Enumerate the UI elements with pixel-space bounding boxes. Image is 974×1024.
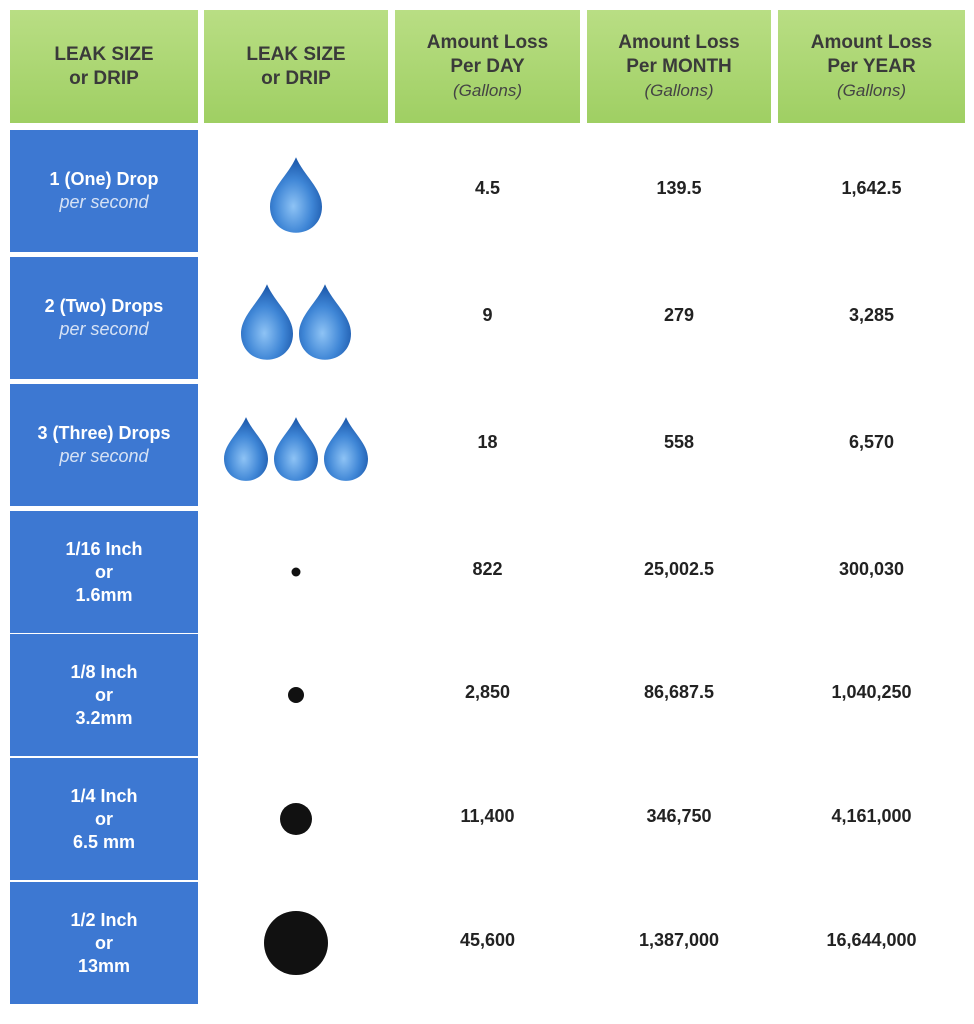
header-text: LEAK SIZE xyxy=(246,43,346,65)
label-note: per second xyxy=(59,446,149,466)
header-cell: LEAK SIZE or DRIP xyxy=(204,10,388,123)
hole-dot xyxy=(280,803,312,835)
value-cell: 45,600 xyxy=(459,929,516,950)
label-text: 6.5 mm xyxy=(72,831,136,852)
value-cell: 11,400 xyxy=(460,805,515,826)
row-label: 1/4 Inch or 6.5 mm xyxy=(10,758,198,880)
leak-icon xyxy=(280,803,312,835)
leak-icon xyxy=(241,284,351,360)
header-text: LEAK SIZE xyxy=(54,43,154,65)
hole-dot xyxy=(291,567,301,577)
value-cell: 4,161,000 xyxy=(831,805,912,826)
value-cell: 9 xyxy=(482,304,493,325)
value-cell: 86,687.5 xyxy=(643,681,715,702)
label-text: 1/2 Inch xyxy=(70,909,138,930)
hole-dot xyxy=(264,911,328,975)
value-cell: 279 xyxy=(663,304,695,325)
value-cell: 1,642.5 xyxy=(841,177,902,198)
label-text: 1 (One) Drop xyxy=(49,169,159,189)
header-unit: (Gallons) xyxy=(837,80,906,100)
leak-icon xyxy=(288,687,304,703)
label-text: 13mm xyxy=(77,955,131,976)
header-cell: Amount Loss Per YEAR (Gallons) xyxy=(778,10,965,123)
value-cell: 558 xyxy=(663,431,695,452)
header-text: Per MONTH xyxy=(626,55,732,77)
label-text: 1/8 Inch xyxy=(70,661,138,682)
header-cell: Amount Loss Per DAY (Gallons) xyxy=(395,10,580,123)
header-cell: Amount Loss Per MONTH (Gallons) xyxy=(587,10,771,123)
label-text: or xyxy=(95,561,113,582)
water-drop xyxy=(274,417,318,481)
leak-icon xyxy=(270,157,322,233)
value-cell: 6,570 xyxy=(848,431,895,452)
value-cell: 346,750 xyxy=(646,805,712,826)
row-label: 3 (Three) Drops per second xyxy=(10,384,198,506)
label-text: 3.2mm xyxy=(75,707,133,728)
header-text: Amount Loss xyxy=(618,31,740,53)
label-text: 3 (Three) Drops xyxy=(37,423,171,443)
value-cell: 18 xyxy=(477,431,498,452)
label-text: 1.6mm xyxy=(75,584,133,605)
header-text: or DRIP xyxy=(261,67,331,89)
row-label: 1/2 Inch or 13mm xyxy=(10,882,198,1004)
water-drop xyxy=(299,284,351,360)
water-drop xyxy=(270,157,322,233)
header-text: Amount Loss xyxy=(810,31,933,53)
header-text: or DRIP xyxy=(69,67,139,89)
value-cell: 822 xyxy=(472,558,503,579)
hole-dot xyxy=(288,687,304,703)
header-unit: (Gallons) xyxy=(644,80,714,100)
value-cell: 4.5 xyxy=(474,177,501,198)
value-cell: 2,850 xyxy=(464,681,511,702)
row-label: 2 (Two) Drops per second xyxy=(10,257,198,379)
header-text: Per DAY xyxy=(450,55,525,77)
label-text: or xyxy=(95,684,113,705)
row-label: 1/16 Inch or 1.6mm xyxy=(10,511,198,633)
value-cell: 1,387,000 xyxy=(638,929,720,950)
leak-icon xyxy=(291,567,301,577)
label-text: or xyxy=(95,932,113,953)
leak-icon xyxy=(224,417,368,481)
header-text: Per YEAR xyxy=(827,55,916,77)
row-label: 1 (One) Drop per second xyxy=(10,130,198,252)
water-drop xyxy=(241,284,293,360)
value-cell: 1,040,250 xyxy=(831,681,912,702)
label-text: 1/16 Inch xyxy=(65,538,143,559)
leak-icon xyxy=(264,911,328,975)
value-cell: 139.5 xyxy=(656,177,702,198)
label-text: or xyxy=(95,808,113,829)
value-cell: 3,285 xyxy=(848,304,895,325)
label-note: per second xyxy=(59,192,149,212)
value-cell: 25,002.5 xyxy=(643,558,715,579)
row-label: 1/8 Inch or 3.2mm xyxy=(10,634,198,756)
water-drop xyxy=(224,417,268,481)
value-cell: 300,030 xyxy=(838,558,905,579)
label-text: 1/4 Inch xyxy=(70,785,138,806)
label-note: per second xyxy=(59,319,149,339)
header-cell: LEAK SIZE or DRIP xyxy=(10,10,198,123)
header-unit: (Gallons) xyxy=(453,80,522,100)
label-text: 2 (Two) Drops xyxy=(44,296,164,316)
value-cell: 16,644,000 xyxy=(826,929,917,950)
header-text: Amount Loss xyxy=(426,31,549,53)
water-drop xyxy=(324,417,368,481)
